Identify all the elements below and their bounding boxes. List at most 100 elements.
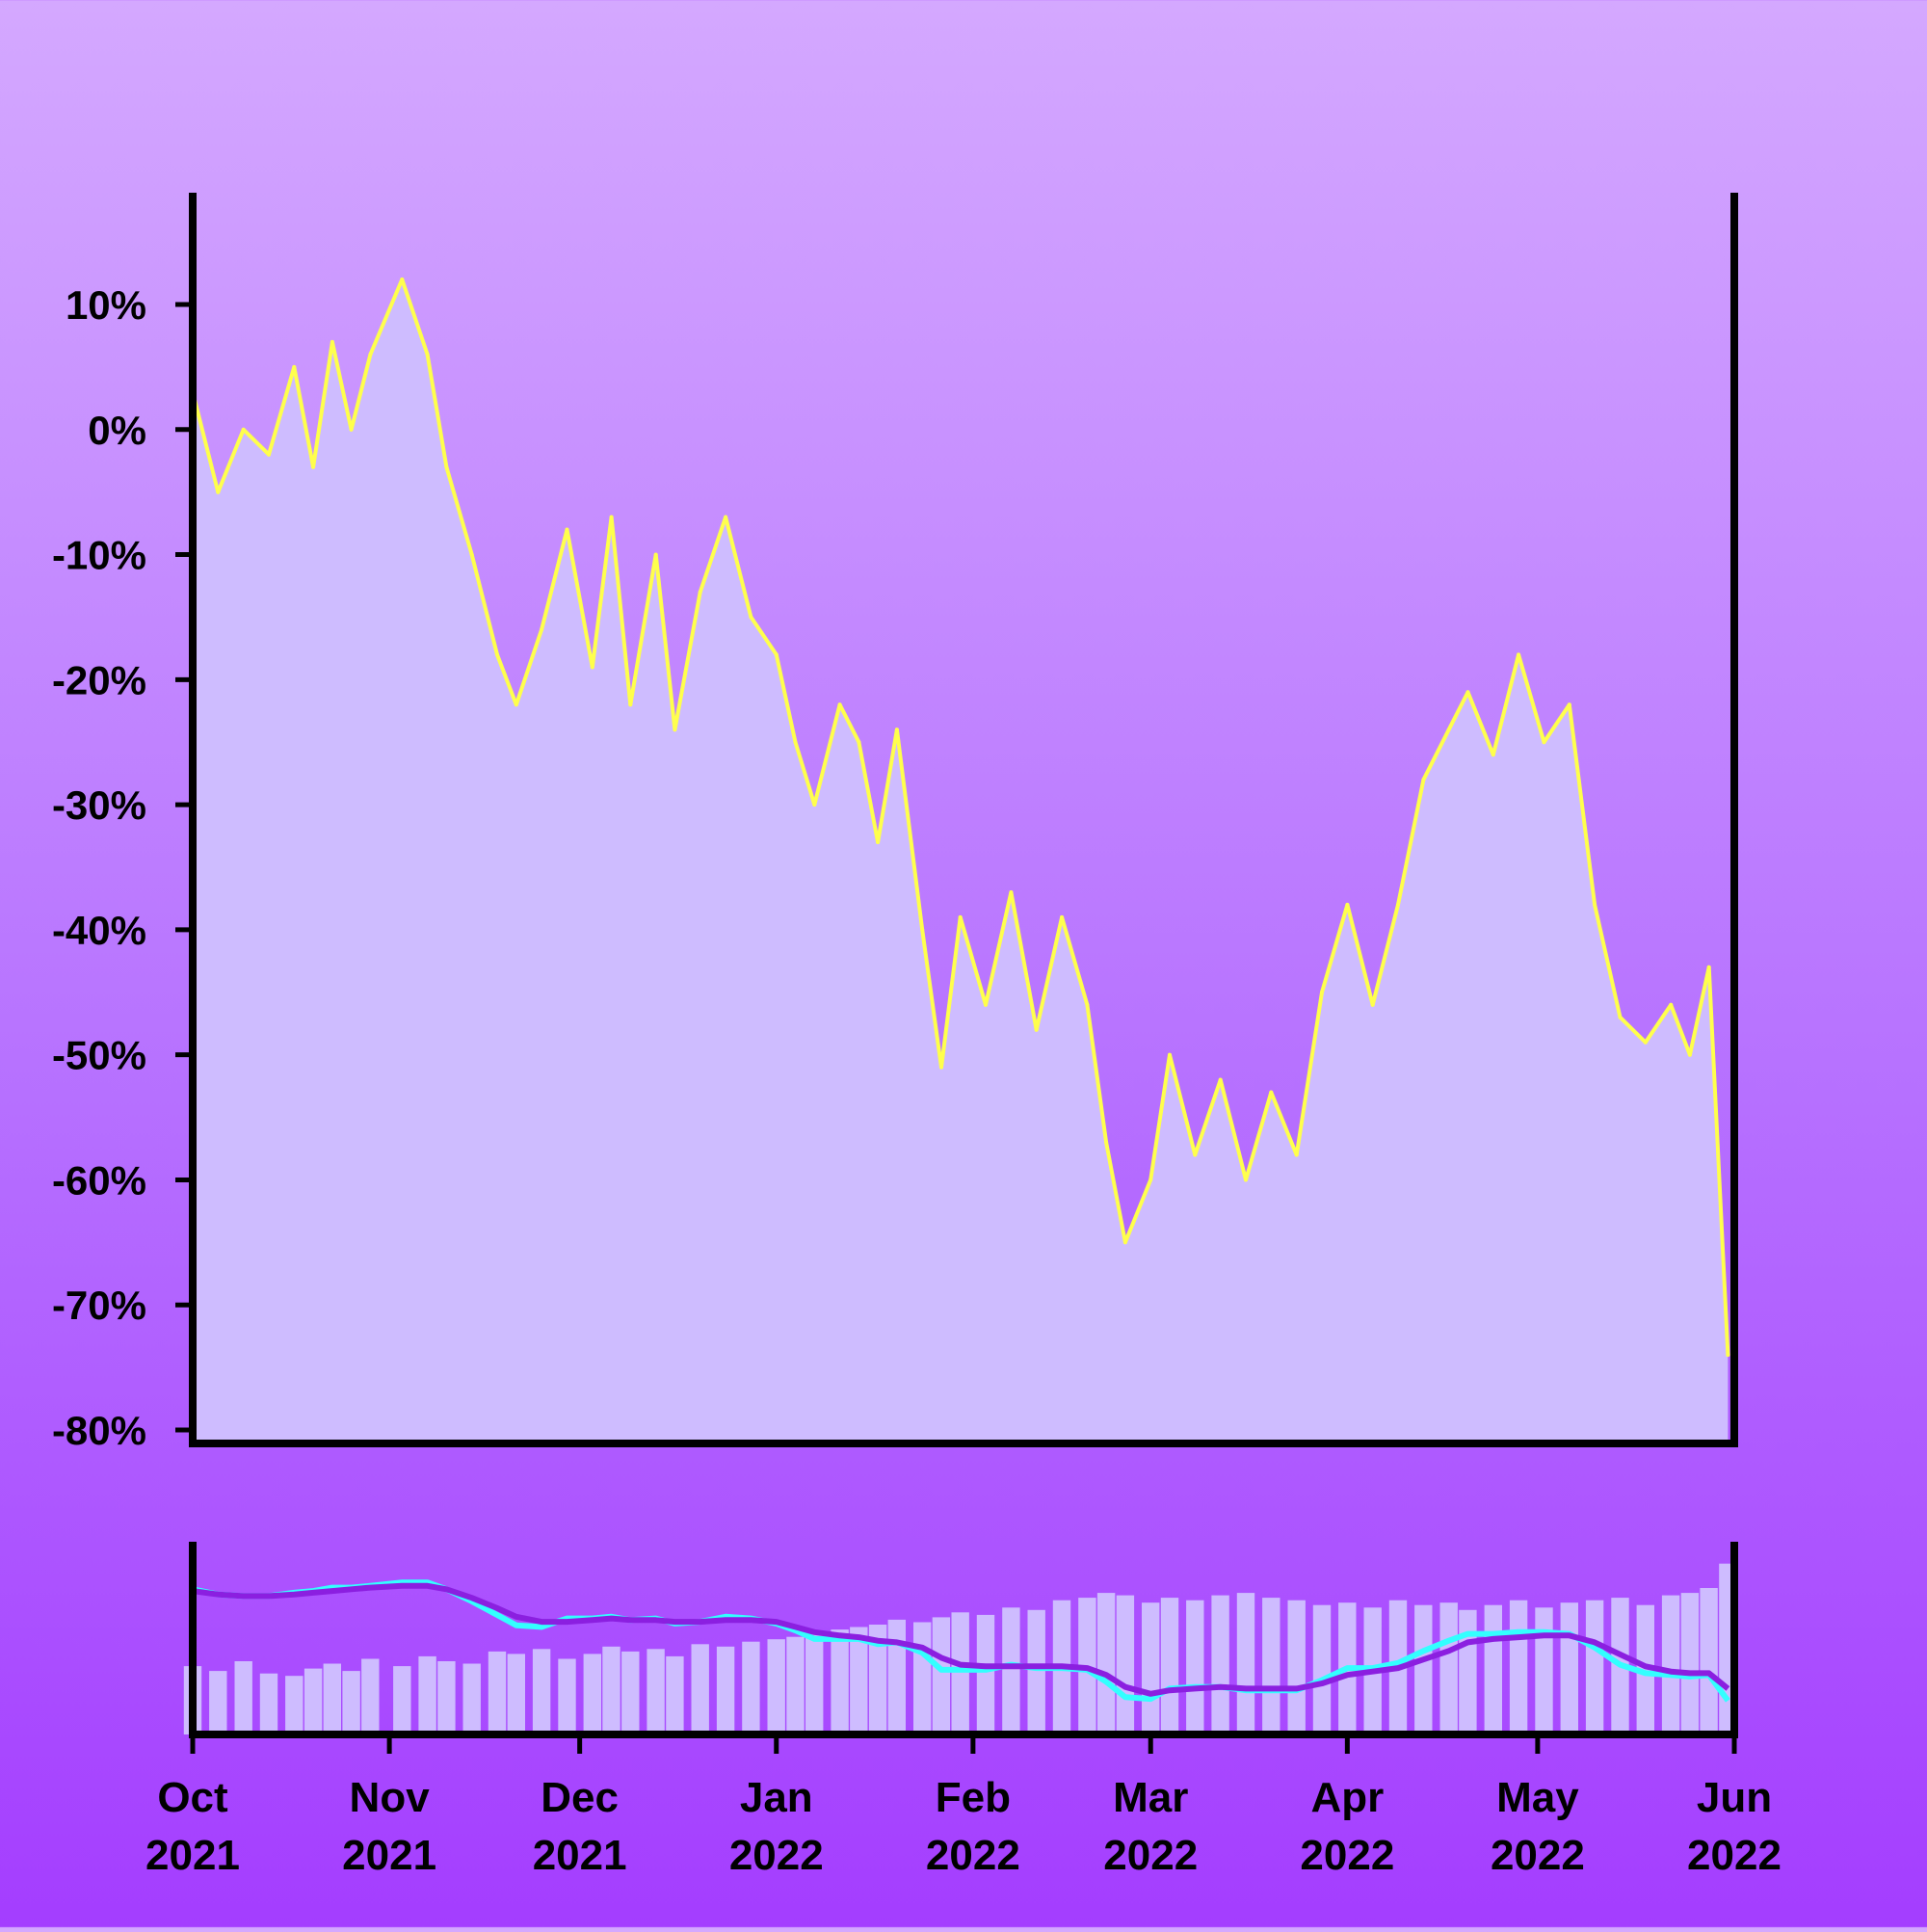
y-tick-label: -80% bbox=[52, 1408, 146, 1453]
volume-bar bbox=[1439, 1602, 1458, 1734]
volume-bar bbox=[951, 1612, 969, 1734]
x-tick-year: 2022 bbox=[1103, 1832, 1198, 1879]
y-tick-label: -50% bbox=[52, 1033, 146, 1078]
data-point bbox=[1491, 753, 1495, 757]
data-point bbox=[939, 1065, 943, 1070]
volume-bar bbox=[1096, 1593, 1116, 1734]
data-point bbox=[1726, 1353, 1730, 1358]
data-point bbox=[565, 527, 569, 532]
data-point bbox=[698, 590, 702, 595]
volume-bar bbox=[1459, 1609, 1477, 1734]
volume-bar bbox=[647, 1649, 665, 1734]
data-point bbox=[1567, 702, 1571, 707]
data-point bbox=[540, 627, 544, 632]
volume-bar bbox=[1262, 1598, 1280, 1734]
data-point bbox=[812, 803, 817, 807]
data-point bbox=[1009, 890, 1014, 894]
volume-bar bbox=[1560, 1602, 1578, 1734]
y-tick-label: -60% bbox=[52, 1157, 146, 1203]
volume-bar bbox=[437, 1661, 456, 1734]
volume-bar bbox=[691, 1644, 709, 1734]
data-point bbox=[984, 1002, 988, 1007]
volume-bar bbox=[304, 1668, 323, 1734]
data-point bbox=[514, 702, 518, 707]
data-point bbox=[609, 515, 614, 519]
volume-bar bbox=[1027, 1609, 1045, 1734]
volume-bar bbox=[1680, 1593, 1700, 1734]
volume-bar bbox=[976, 1614, 995, 1734]
volume-bar bbox=[1002, 1607, 1020, 1734]
volume-bar bbox=[462, 1663, 481, 1734]
x-tick-year: 2022 bbox=[926, 1832, 1020, 1879]
x-tick-month: Apr bbox=[1310, 1774, 1384, 1821]
x-tick-year: 2022 bbox=[1491, 1832, 1585, 1879]
volume-bar bbox=[209, 1671, 227, 1734]
volume-bar bbox=[1160, 1598, 1179, 1734]
volume-bar bbox=[742, 1641, 760, 1734]
data-point bbox=[368, 352, 373, 357]
x-tick-month: Nov bbox=[350, 1774, 431, 1821]
data-point bbox=[267, 452, 271, 457]
y-tick-label: 10% bbox=[66, 282, 146, 328]
x-tick-year: 2021 bbox=[533, 1832, 627, 1879]
slow-average-line bbox=[192, 1582, 1730, 1697]
data-point bbox=[628, 702, 633, 707]
y-tick-label: -70% bbox=[52, 1283, 146, 1328]
data-point bbox=[1542, 740, 1546, 745]
x-tick-month: Oct bbox=[157, 1774, 228, 1821]
x-tick-month: Mar bbox=[1113, 1774, 1188, 1821]
data-point bbox=[1618, 1015, 1623, 1019]
volume-bar bbox=[1484, 1604, 1502, 1734]
data-point bbox=[1034, 1027, 1039, 1032]
data-point bbox=[469, 552, 474, 557]
data-point bbox=[1446, 728, 1451, 732]
volume-bar bbox=[323, 1663, 341, 1734]
volume-bar bbox=[1535, 1607, 1553, 1734]
volume-bar bbox=[532, 1649, 551, 1734]
data-point bbox=[1345, 902, 1350, 907]
data-point bbox=[1669, 1002, 1674, 1007]
data-point bbox=[894, 728, 899, 732]
data-point bbox=[793, 740, 798, 745]
volume-bar bbox=[234, 1661, 252, 1734]
data-point bbox=[673, 728, 677, 732]
main-panel bbox=[189, 193, 1738, 1447]
data-point bbox=[857, 740, 861, 745]
volume-bar bbox=[767, 1639, 785, 1734]
data-point bbox=[1396, 902, 1400, 907]
data-point bbox=[1104, 1140, 1109, 1145]
volume-bar bbox=[666, 1655, 684, 1734]
volume-bar bbox=[1700, 1588, 1718, 1734]
data-point bbox=[590, 665, 594, 670]
volume-bar bbox=[850, 1627, 868, 1734]
data-point bbox=[749, 615, 753, 620]
volume-bar bbox=[1211, 1595, 1229, 1734]
data-point bbox=[1122, 1240, 1127, 1245]
data-point bbox=[292, 364, 297, 369]
data-point bbox=[1060, 914, 1065, 919]
volume-bar bbox=[1661, 1595, 1680, 1734]
volume-bar bbox=[507, 1654, 525, 1734]
volume-bar bbox=[932, 1617, 951, 1734]
data-point bbox=[1148, 1178, 1153, 1182]
volume-bar bbox=[558, 1658, 576, 1734]
volume-bar bbox=[583, 1654, 601, 1734]
data-point bbox=[1593, 902, 1597, 907]
volume-bar bbox=[805, 1634, 824, 1734]
data-point bbox=[1168, 1052, 1172, 1057]
x-tick-month: Dec bbox=[541, 1774, 619, 1821]
volume-bar bbox=[342, 1671, 360, 1734]
volume-bar bbox=[831, 1629, 849, 1734]
data-point bbox=[724, 515, 728, 519]
data-point bbox=[1706, 965, 1711, 969]
volume-bar bbox=[1585, 1600, 1604, 1734]
data-point bbox=[1085, 1002, 1090, 1007]
data-point bbox=[1643, 1040, 1648, 1045]
volume-bar bbox=[1509, 1600, 1528, 1734]
volume-bar bbox=[1116, 1595, 1135, 1734]
data-point bbox=[1294, 1152, 1299, 1157]
data-point bbox=[311, 464, 316, 469]
volume-bar bbox=[1142, 1602, 1160, 1734]
data-point bbox=[1193, 1152, 1198, 1157]
volume-bar bbox=[786, 1636, 805, 1734]
